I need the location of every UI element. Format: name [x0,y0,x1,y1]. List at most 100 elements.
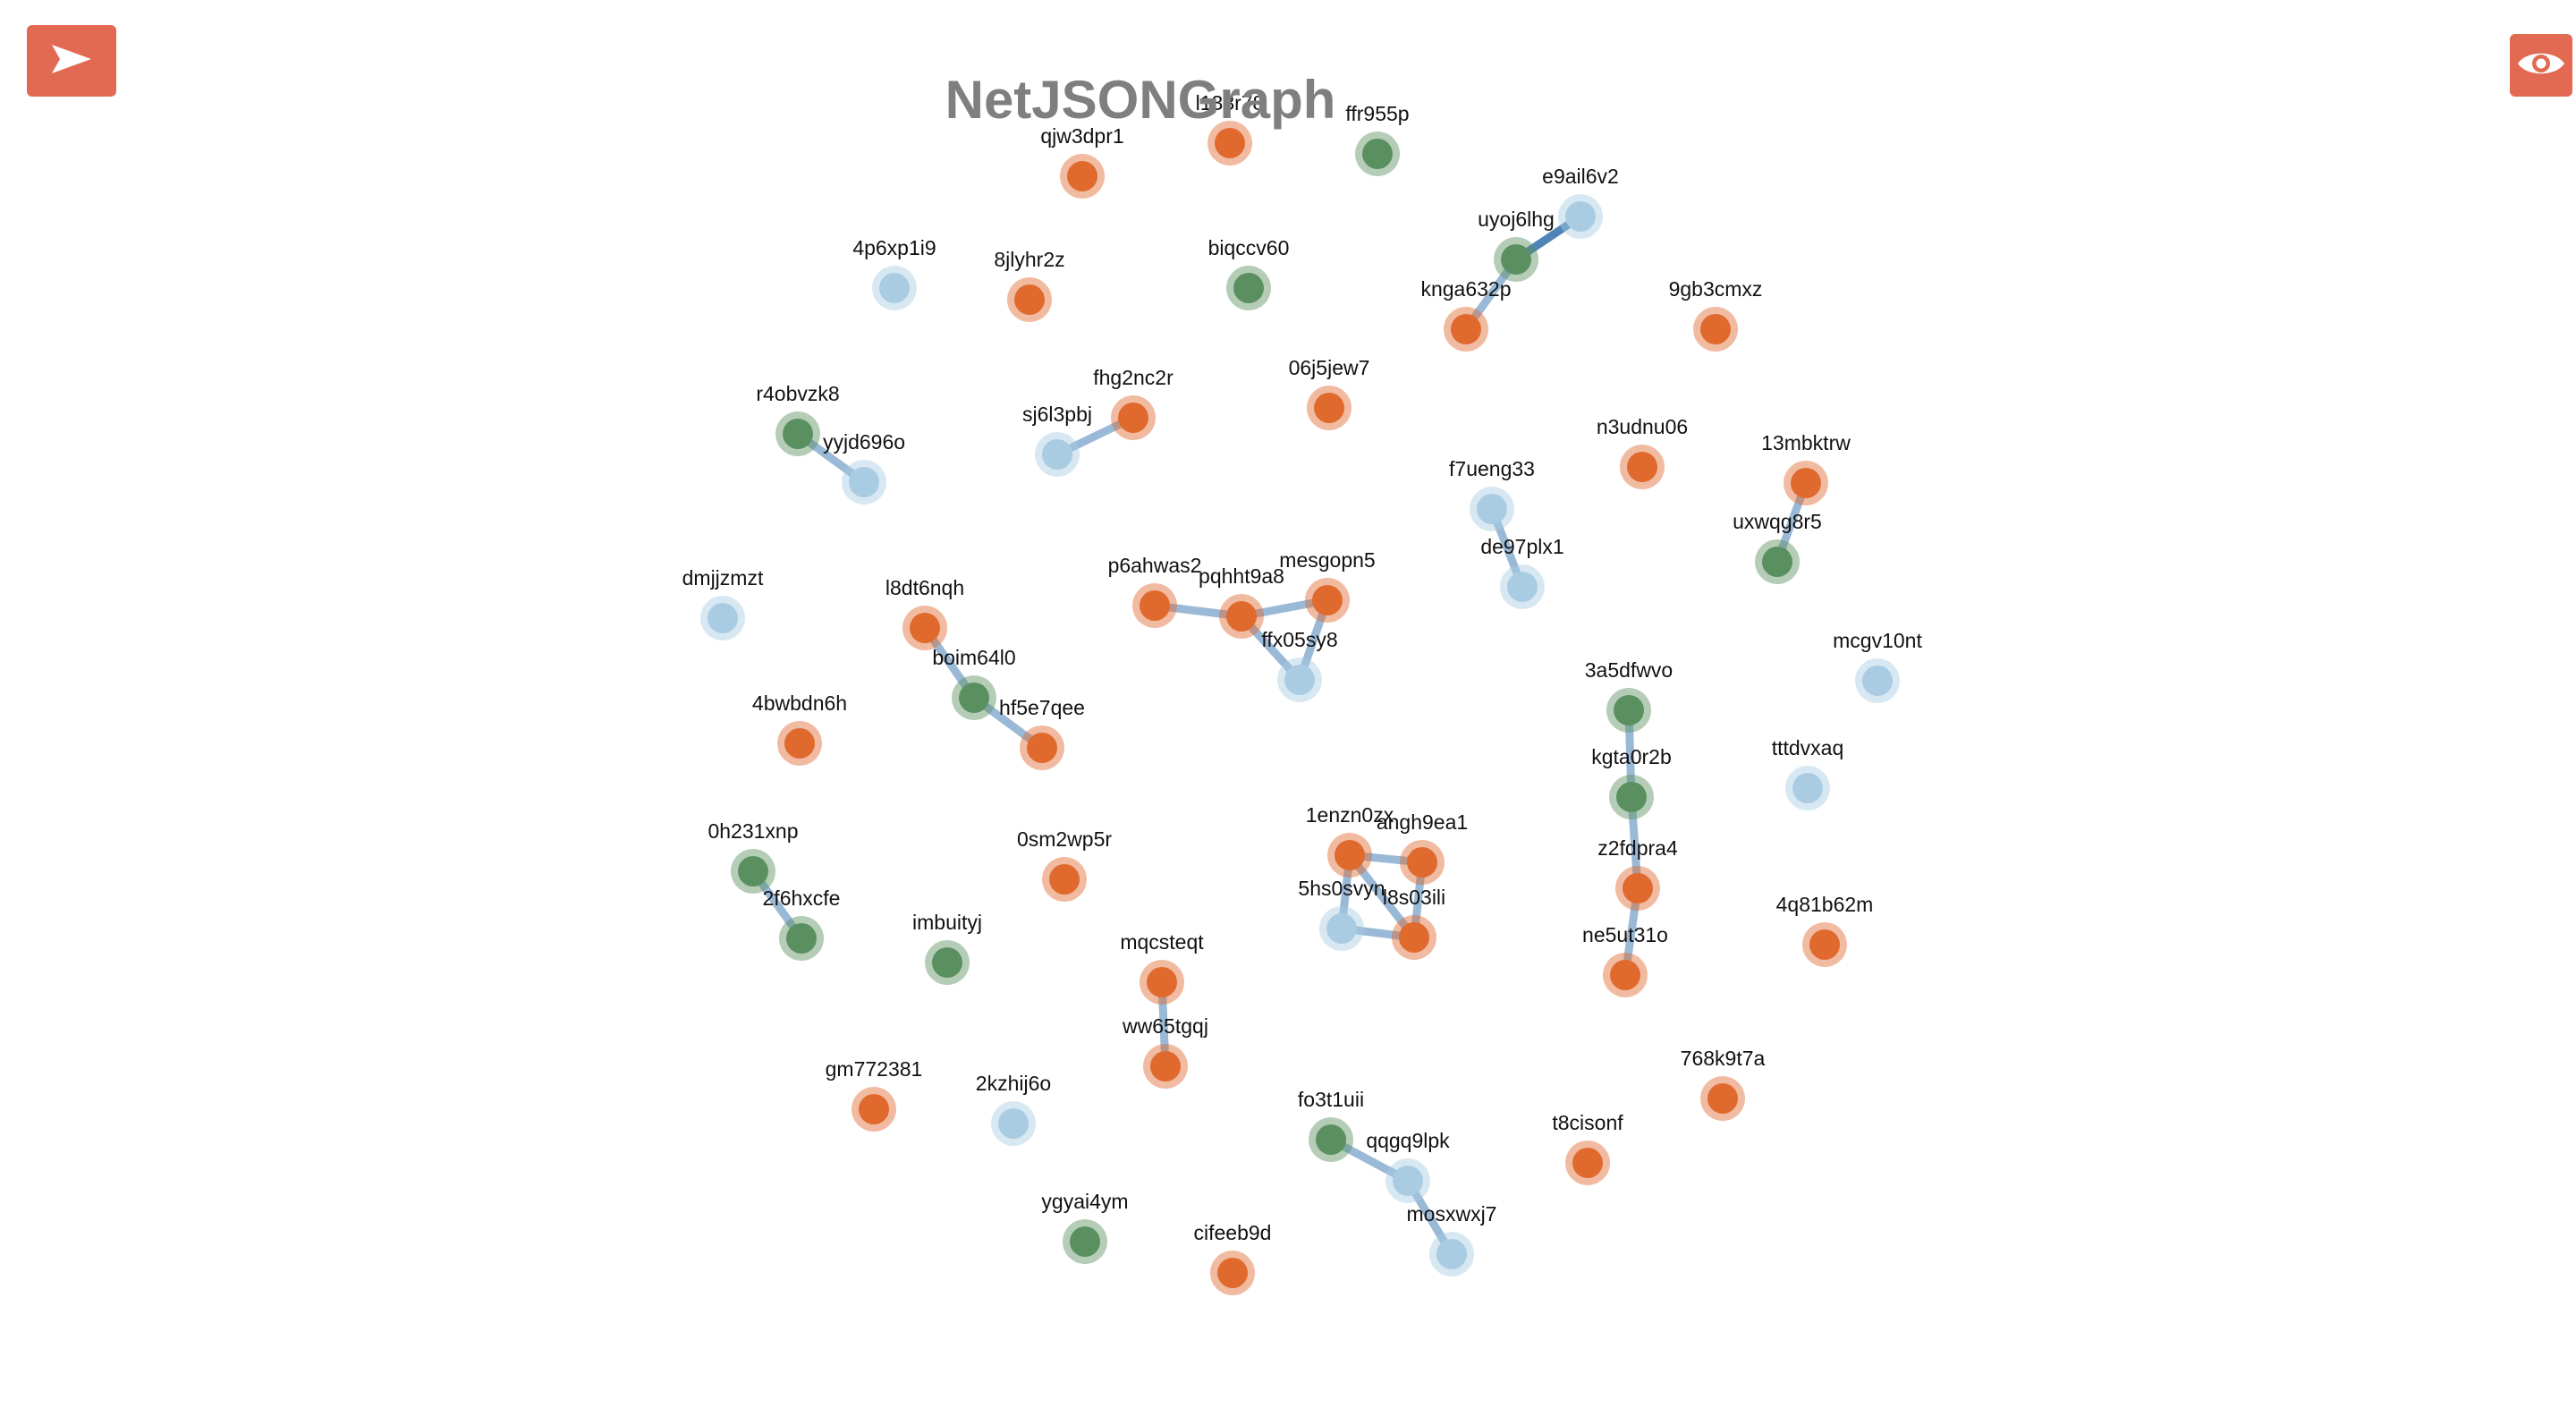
node-circle[interactable] [1067,161,1097,191]
graph-node[interactable]: ygyai4ym [1041,1190,1129,1264]
graph-node[interactable]: uxwqg8r5 [1733,510,1822,584]
graph-node[interactable]: pqhht9a8 [1199,564,1284,639]
graph-node[interactable]: ww65tgqj [1122,1014,1208,1089]
node-circle[interactable] [1507,572,1538,602]
node-circle[interactable] [1399,922,1429,953]
node-circle[interactable] [1042,439,1072,470]
node-circle[interactable] [932,947,962,978]
graph-node[interactable]: knga632p [1420,277,1512,352]
node-circle[interactable] [1316,1124,1346,1155]
node-circle[interactable] [708,603,738,633]
graph-link[interactable] [1345,851,1419,942]
graph-node[interactable]: 0sm2wp5r [1017,827,1112,902]
node-circle[interactable] [1407,847,1437,878]
graph-node[interactable]: de97plx1 [1480,535,1564,609]
node-circle[interactable] [1610,960,1640,990]
view-toggle-button[interactable] [2510,34,2572,97]
node-circle[interactable] [1477,494,1507,524]
node-circle[interactable] [1393,1166,1423,1196]
graph-node[interactable]: angh9ea1 [1377,810,1468,885]
node-circle[interactable] [1616,782,1647,812]
graph-node[interactable]: dmjjzmzt [682,566,764,640]
graph-node[interactable]: 9gb3cmxz [1669,277,1763,352]
graph-node[interactable]: f7ueng33 [1449,457,1535,531]
node-circle[interactable] [859,1094,889,1124]
node-circle[interactable] [1791,468,1821,498]
graph-node[interactable]: 768k9t7a [1681,1047,1766,1121]
graph-node[interactable]: uyoj6lhg [1478,208,1555,282]
node-circle[interactable] [1147,967,1177,997]
node-circle[interactable] [783,419,813,449]
graph-node[interactable]: mesgopn5 [1279,548,1376,623]
graph-node[interactable]: 2kzhij6o [976,1072,1051,1146]
node-circle[interactable] [1627,452,1657,482]
graph-node[interactable]: yyjd696o [823,430,905,505]
node-circle[interactable] [1233,273,1264,303]
node-circle[interactable] [1623,873,1653,903]
node-circle[interactable] [1215,128,1245,158]
graph-node[interactable]: l8s03ili [1383,886,1445,960]
node-circle[interactable] [1118,403,1148,433]
graph-node[interactable]: 13mbktrw [1761,431,1851,505]
graph-node[interactable]: ffr955p [1345,102,1410,176]
graph-node[interactable]: fo3t1uii [1298,1088,1364,1162]
graph-node[interactable]: qqgq9lpk [1366,1129,1450,1203]
graph-node[interactable]: 8jlyhr2z [994,248,1065,322]
graph-node[interactable]: fhg2nc2r [1093,366,1174,440]
graph-node[interactable]: p6ahwas2 [1108,554,1202,628]
node-circle[interactable] [1614,695,1644,725]
graph-node[interactable]: 4p6xp1i9 [852,236,936,310]
graph-node[interactable]: n3udnu06 [1597,415,1688,489]
node-circle[interactable] [1362,139,1393,169]
graph-node[interactable]: 06j5jew7 [1289,356,1370,430]
node-circle[interactable] [1436,1239,1467,1269]
node-circle[interactable] [784,728,815,759]
node-circle[interactable] [1226,601,1257,632]
graph-node[interactable]: t8cisonf [1552,1111,1623,1185]
node-circle[interactable] [738,856,768,886]
graph-node[interactable]: hf5e7qee [999,696,1085,770]
node-circle[interactable] [1014,284,1045,315]
node-circle[interactable] [1070,1226,1100,1257]
node-circle[interactable] [1700,314,1731,344]
node-circle[interactable] [786,923,817,954]
graph-node[interactable]: 2f6hxcfe [763,886,841,961]
graph-node[interactable]: 3a5dfwvo [1585,658,1673,733]
node-circle[interactable] [1326,913,1357,944]
graph-node[interactable]: ffx05sy8 [1261,628,1338,702]
node-circle[interactable] [1762,547,1792,577]
node-circle[interactable] [1572,1148,1603,1178]
node-circle[interactable] [910,613,940,643]
menu-toggle-button[interactable] [27,25,116,97]
graph-node[interactable]: e9ail6v2 [1542,165,1619,239]
graph-node[interactable]: 4q81b62m [1776,893,1874,967]
graph-node[interactable]: sj6l3pbj [1022,403,1092,477]
graph-node[interactable]: ne5ut31o [1582,923,1668,997]
graph-node[interactable]: l8dt6nqh [886,576,964,650]
graph-node[interactable]: 4bwbdn6h [752,691,847,766]
node-circle[interactable] [998,1108,1029,1139]
node-circle[interactable] [1451,314,1481,344]
graph-node[interactable]: mosxwxj7 [1407,1202,1497,1277]
node-circle[interactable] [1150,1051,1181,1081]
graph-node[interactable]: kgta0r2b [1591,745,1672,819]
node-circle[interactable] [879,273,910,303]
graph-node[interactable]: 1enzn0zx [1306,803,1394,878]
graph-node[interactable]: biqccv60 [1208,236,1290,310]
graph-node[interactable]: boim64l0 [932,646,1016,720]
graph-node[interactable]: imbuityj [912,911,982,985]
node-circle[interactable] [1284,665,1315,695]
node-circle[interactable] [959,683,989,713]
graph-node[interactable]: l133r78 [1196,91,1265,165]
graph-node[interactable]: mcgv10nt [1833,629,1922,703]
graph-node[interactable]: r4obvzk8 [756,382,840,456]
node-circle[interactable] [1335,840,1365,870]
node-circle[interactable] [1565,201,1596,232]
node-circle[interactable] [1862,666,1893,696]
node-circle[interactable] [1314,393,1344,423]
graph-node[interactable]: qjw3dpr1 [1040,124,1124,199]
node-circle[interactable] [1049,864,1080,895]
graph-node[interactable]: tttdvxaq [1772,736,1844,810]
node-circle[interactable] [1217,1258,1248,1288]
